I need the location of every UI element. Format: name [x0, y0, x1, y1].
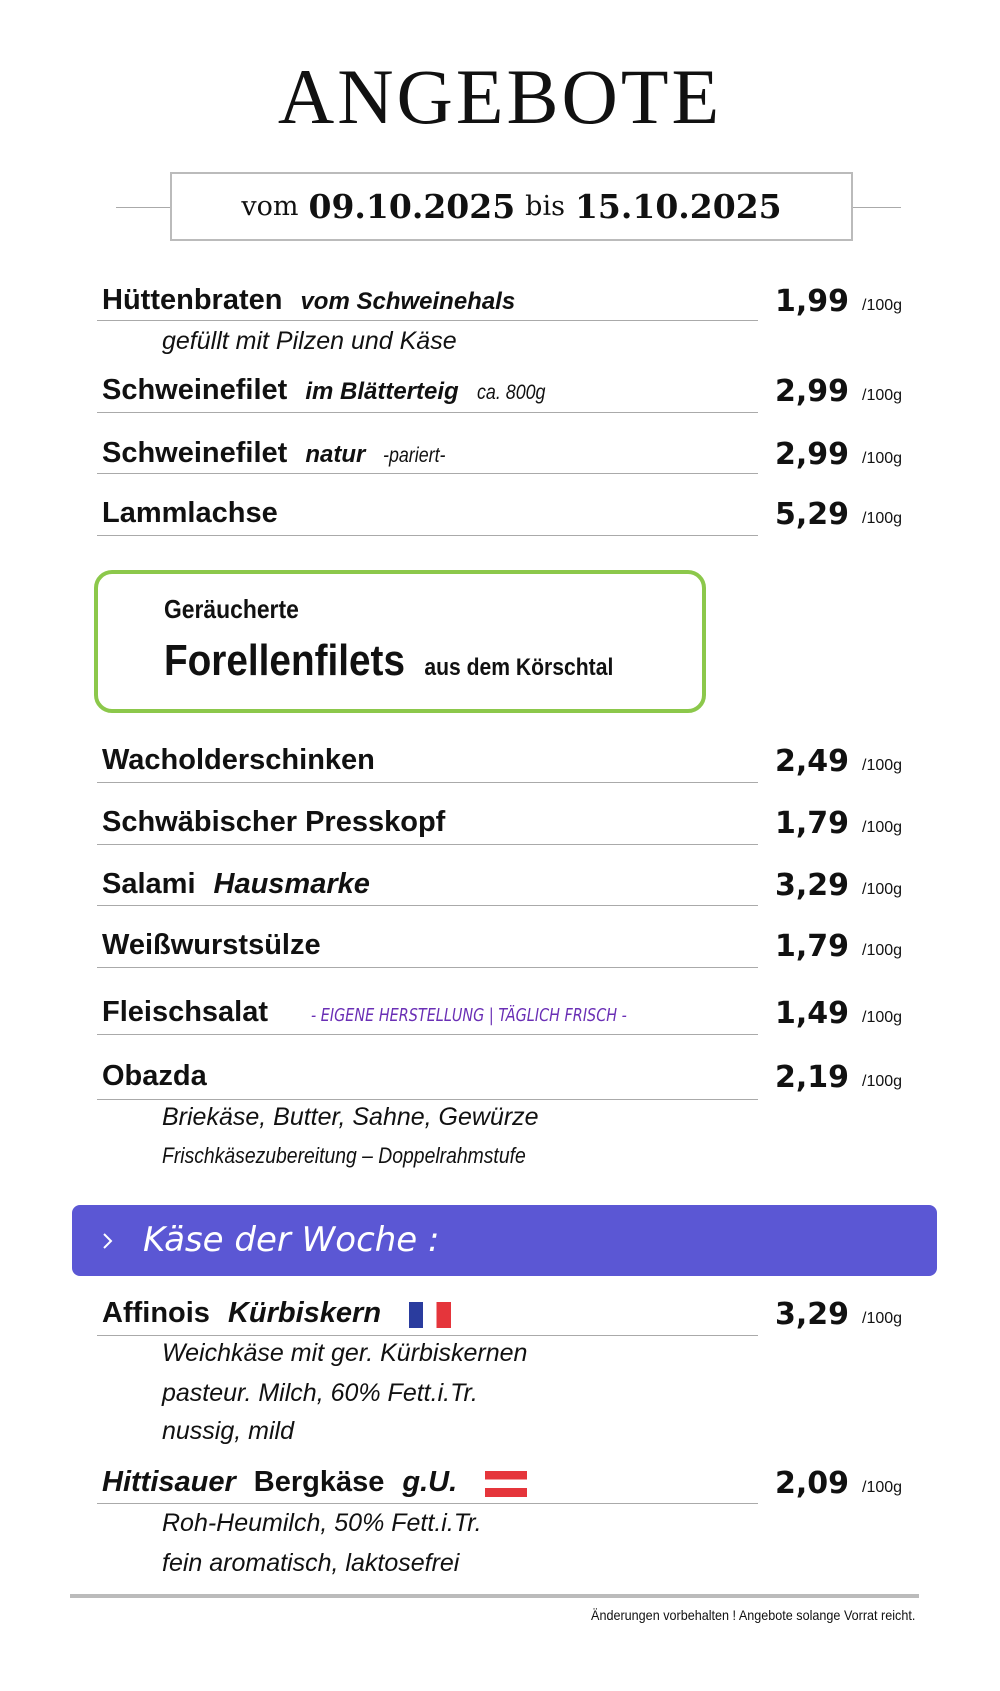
- item-title: Schwäbischer Presskopf: [102, 806, 445, 842]
- rule: [853, 207, 901, 208]
- item-note: -pariert-: [383, 444, 446, 467]
- item-name: Lammlachse: [102, 497, 278, 529]
- item-extra: im Blätterteig: [305, 378, 459, 405]
- footer-rule: [70, 1594, 919, 1598]
- price: 1,79: [774, 929, 849, 964]
- unit: /100g: [862, 1009, 903, 1026]
- section-title: Käse der Woche :: [143, 1220, 440, 1260]
- flag: [485, 1471, 528, 1497]
- item-desc: Briekäse, Butter, Sahne, Gewürze: [162, 1103, 539, 1131]
- price: 3,29: [774, 868, 849, 903]
- item-title: Weißwurstsülze: [102, 929, 321, 965]
- date-to: 15.10.2025: [574, 187, 782, 226]
- date-sep: bis: [525, 191, 565, 222]
- price: 1,79: [774, 806, 849, 841]
- rule: [97, 320, 758, 321]
- item-name: Weißwurstsülze: [102, 929, 321, 961]
- item-title: Salami Hausmarke: [102, 868, 370, 904]
- highlight-origin: aus dem Körschtal: [424, 654, 614, 681]
- price: 3,29: [774, 1297, 849, 1332]
- rule: [97, 473, 758, 474]
- price: 5,29: [774, 497, 849, 532]
- rule: [97, 412, 758, 413]
- item-title: Schweinefilet natur -pariert-: [102, 437, 457, 473]
- price: 2,99: [774, 374, 849, 409]
- highlight-box: [94, 570, 706, 713]
- item-name: Salami: [102, 868, 196, 900]
- price: 2,99: [774, 437, 849, 472]
- section-bar: [72, 1205, 937, 1276]
- rule: [97, 1034, 758, 1035]
- unit: /100g: [862, 387, 903, 404]
- item-desc: Roh-Heumilch, 50% Fett.i.Tr.: [162, 1509, 482, 1537]
- rule: [97, 1503, 758, 1504]
- highlight-title: Forellenfilets aus dem Körschtal: [164, 636, 613, 686]
- unit: /100g: [862, 510, 903, 527]
- item-name: Affinois: [102, 1297, 210, 1329]
- item-name: Schweinefilet: [102, 374, 288, 406]
- unit: /100g: [862, 1073, 903, 1090]
- item-prefix: Hittisauer: [102, 1466, 236, 1498]
- rule: [97, 905, 758, 906]
- rule: [116, 207, 170, 208]
- item-title: Affinois Kürbiskern: [102, 1297, 452, 1333]
- unit: /100g: [862, 881, 903, 898]
- item-name: Hüttenbraten: [102, 284, 283, 316]
- item-extra: Kürbiskern: [227, 1297, 382, 1329]
- item-desc: nussig, mild: [162, 1417, 294, 1445]
- unit: /100g: [862, 1310, 903, 1327]
- chevron: [103, 1233, 113, 1249]
- title: ANGEBOTE: [277, 53, 723, 140]
- unit: /100g: [862, 942, 903, 959]
- date-box: vom 09.10.2025 bis 15.10.2025: [170, 172, 853, 241]
- highlight-name: Forellenfilets: [164, 636, 405, 685]
- price: 2,09: [774, 1466, 849, 1501]
- item-tagline: - EIGENE HERSTELLUNG | TÄGLICH FRISCH -: [311, 1005, 627, 1026]
- unit: /100g: [862, 819, 903, 836]
- price: 2,49: [774, 744, 849, 779]
- rule: [97, 844, 758, 845]
- item-note: ca. 800g: [476, 381, 546, 404]
- item-extra: vom Schweinehals: [300, 288, 516, 315]
- item-title: Schweinefilet im Blätterteig ca. 800g: [102, 374, 557, 410]
- item-extra: Hausmarke: [213, 868, 370, 900]
- item-title: Hüttenbraten vom Schweinehals: [102, 284, 515, 320]
- unit: /100g: [862, 1479, 903, 1496]
- rule: [97, 535, 758, 536]
- item-name: Fleischsalat: [102, 996, 269, 1028]
- item-extra: g.U.: [402, 1466, 458, 1498]
- footer: Änderungen vorbehalten ! Angebote solang…: [590, 1607, 915, 1623]
- date-from: 09.10.2025: [308, 187, 516, 226]
- item-title: Fleischsalat - EIGENE HERSTELLUNG | TÄGLI…: [102, 996, 706, 1032]
- rule: [97, 967, 758, 968]
- item-title: Hittisauer Bergkäse g.U.: [102, 1466, 528, 1502]
- rule: [97, 1335, 758, 1336]
- item-desc: fein aromatisch, laktosefrei: [162, 1549, 460, 1577]
- item-desc: pasteur. Milch, 60% Fett.i.Tr.: [162, 1379, 478, 1407]
- rule: [97, 1099, 758, 1100]
- highlight-line: Geräucherte: [164, 594, 299, 624]
- flag: [409, 1302, 452, 1328]
- unit: /100g: [862, 450, 903, 467]
- unit: /100g: [862, 757, 903, 774]
- item-name: Schwäbischer Presskopf: [102, 806, 446, 838]
- unit: /100g: [862, 297, 903, 314]
- item-title: Lammlachse: [102, 497, 278, 533]
- rule: [97, 782, 758, 783]
- item-name: Schweinefilet: [102, 437, 288, 469]
- item-name: Wacholderschinken: [102, 744, 375, 776]
- price: 1,99: [774, 284, 849, 319]
- item-desc: gefüllt mit Pilzen und Käse: [162, 327, 457, 355]
- item-extra: natur: [305, 441, 366, 468]
- price: 1,49: [774, 996, 849, 1031]
- item-title: Obazda: [102, 1060, 207, 1096]
- item-title: Wacholderschinken: [102, 744, 375, 780]
- date-prefix: vom: [241, 191, 299, 222]
- item-name: Obazda: [102, 1060, 207, 1092]
- item-desc: Weichkäse mit ger. Kürbiskernen: [162, 1339, 528, 1367]
- price: 2,19: [774, 1060, 849, 1095]
- item-name: Bergkäse: [253, 1466, 385, 1498]
- item-desc: Frischkäsezubereitung – Doppelrahmstufe: [162, 1143, 526, 1168]
